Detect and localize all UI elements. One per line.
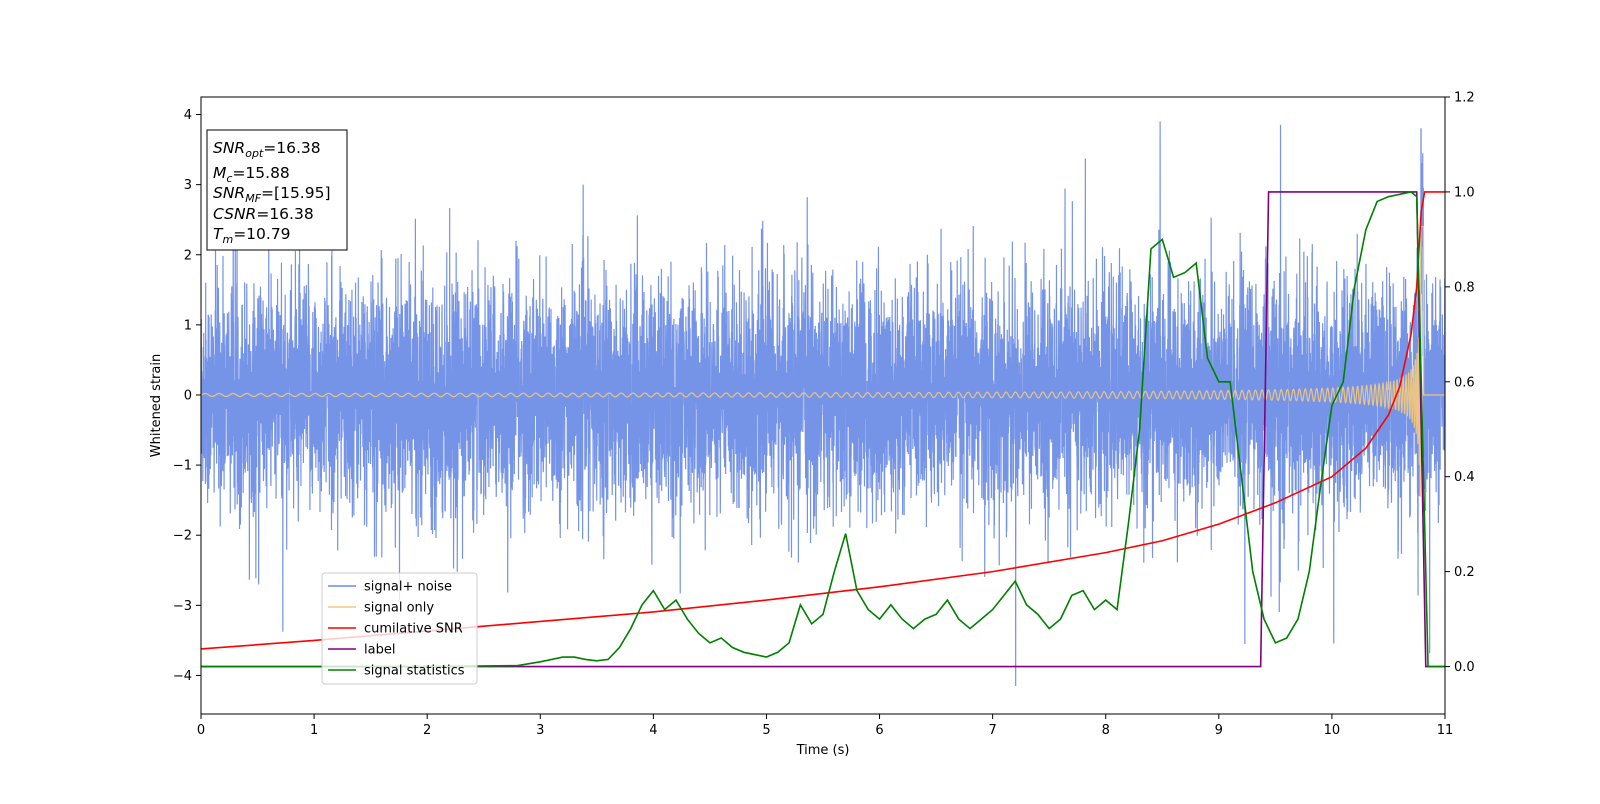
x-tick-label: 10 [1324, 723, 1341, 738]
plot-frame [200, 96, 1446, 715]
x-tick-label: 4 [649, 723, 657, 738]
x-tick-label: 3 [536, 723, 544, 738]
legend: signal+ noise signal only cumilative SNR la… [321, 572, 478, 685]
x-tick-label: 7 [988, 723, 996, 738]
plot-area [201, 121, 1445, 686]
annotation-line-mc: Mc=15.88 [213, 164, 290, 185]
y-left-tick-label: −3 [173, 599, 192, 614]
y-axis-label: Whitened strain [149, 354, 164, 457]
legend-label: label [364, 643, 395, 658]
cumilative-snr-series-line [201, 191, 1445, 650]
legend-label: signal statistics [364, 664, 465, 679]
x-tick-label: 8 [1102, 723, 1110, 738]
x-tick-label: 9 [1215, 723, 1223, 738]
stats-annotation: SNRopt=16.38 Mc=15.88SNRMF=[15.95]CSNR=16… [206, 129, 348, 251]
x-tick-label: 1 [310, 723, 318, 738]
annotation-line-csnr: CSNR=16.38 [213, 205, 314, 223]
y-right-tick-label: 0.0 [1454, 660, 1475, 675]
signal-only-series-line [201, 225, 1445, 497]
y-right-tick-label: 0.4 [1454, 470, 1475, 485]
y-right-tick-label: 0.6 [1454, 375, 1475, 390]
x-tick-label: 5 [762, 723, 770, 738]
y-left-tick-label: −1 [173, 459, 192, 474]
annotation-line-snr-opt: SNRopt=16.38 [213, 139, 321, 160]
annotation-line-tm: Tm=10.79 [213, 225, 291, 246]
legend-label: signal only [364, 601, 434, 616]
annotation-box [206, 129, 348, 251]
x-axis-label: Time (s) [796, 743, 850, 758]
y-right-tick-label: 1.2 [1454, 91, 1475, 106]
x-tick-label: 2 [423, 723, 431, 738]
y-left-tick-label: −2 [173, 529, 192, 544]
y-left-tick-label: 1 [184, 318, 192, 333]
legend-label: cumilative SNR [364, 622, 463, 637]
y-right-tick-label: 1.0 [1454, 185, 1475, 200]
y-left-tick-label: −4 [173, 669, 192, 684]
y-left-tick-label: 0 [184, 388, 192, 403]
x-tick-label: 6 [875, 723, 883, 738]
signal-noise-series-line [201, 121, 1445, 686]
legend-box [321, 572, 478, 685]
signal-statistics-series-line [201, 191, 1445, 668]
y-left-tick-label: 3 [184, 178, 192, 193]
y-left-tick-label: 4 [184, 108, 192, 123]
y-left-tick-label: 2 [184, 248, 192, 263]
x-tick-label: 0 [197, 723, 205, 738]
y-right-tick-label: 0.2 [1454, 565, 1475, 580]
y-right-tick-label: 0.8 [1454, 280, 1475, 295]
annotation-line-snr-mf: SNRMF=[15.95] [213, 184, 331, 205]
legend-label: signal+ noise [364, 580, 452, 595]
x-tick-label: 11 [1437, 723, 1454, 738]
axes: 0 1 2 3 4 5 6 7 8 9 10 1143210−1−2−3−41.21.00.80.60… [149, 91, 1475, 759]
